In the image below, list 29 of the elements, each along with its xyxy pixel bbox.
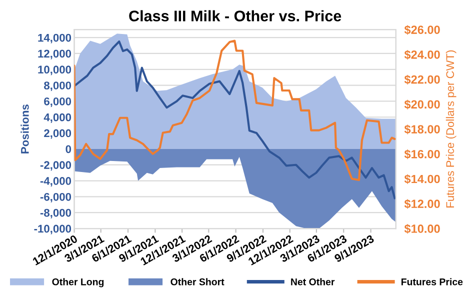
y-tick-label: 6,000 (44, 97, 72, 107)
y2-tick-label: $24.00 (404, 50, 440, 60)
y-axis-title: Positions (20, 104, 29, 154)
y2-tick-label: $10.00 (404, 224, 440, 234)
y-tick-label: 2,000 (44, 129, 72, 139)
y-tick-label: -2,000 (40, 161, 72, 171)
legend-label: Net Other (291, 278, 335, 286)
legend-label: Futures Price (401, 278, 463, 286)
y2-tick-label: $16.00 (404, 149, 440, 160)
y2-tick-label: $20.00 (404, 100, 440, 110)
y-tick-label: 4,000 (44, 113, 72, 123)
y-tick-label: 12,000 (38, 50, 72, 60)
y-tick-label: -8,000 (40, 208, 72, 218)
chart-title: Class III Milk - Other vs. Price (129, 10, 342, 22)
y-tick-label: 10,000 (38, 66, 72, 76)
y-tick-label: 14,000 (38, 34, 72, 44)
legend-label: Other Long (52, 278, 104, 288)
y-tick-label: -6,000 (40, 192, 72, 202)
y2-tick-label: $14.00 (404, 174, 440, 184)
y2-axis-title: Futures Price (Dollars per CWT) (446, 50, 456, 208)
y-tick-label: -10,000 (34, 224, 72, 234)
legend-label: Other Short (170, 278, 224, 286)
y2-tick-label: $12.00 (404, 199, 440, 209)
y-tick-label: 0 (66, 145, 72, 154)
y-tick-label: -4,000 (40, 177, 72, 187)
y-tick-label: 8,000 (44, 82, 72, 92)
y2-tick-label: $22.00 (404, 74, 440, 84)
y2-tick-label: $18.00 (404, 124, 440, 134)
y2-tick-label: $26.00 (404, 25, 440, 35)
